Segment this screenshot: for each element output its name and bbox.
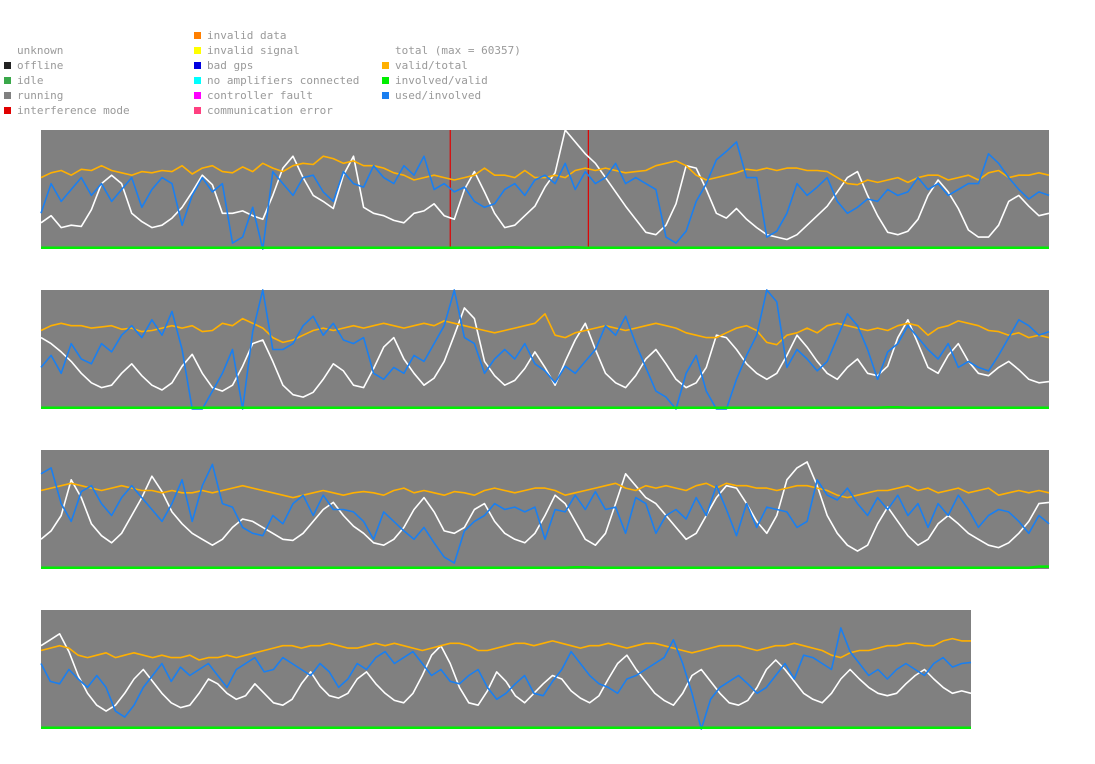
legend-label: running: [17, 89, 64, 102]
panel-background: [41, 610, 971, 729]
series-valid-total: [40, 637, 971, 661]
no-amplifiers-swatch: [194, 77, 201, 84]
chart-panel-3: [40, 450, 1050, 570]
series-valid-total: [40, 482, 1050, 499]
legend-label: bad gps: [207, 59, 254, 72]
series-used-involved: [40, 289, 1050, 410]
legend-label: communication error: [207, 104, 333, 117]
controller-fault-swatch: [194, 92, 201, 99]
offline-swatch: [4, 62, 11, 69]
involved-valid-swatch: [382, 77, 389, 84]
panel-background: [41, 450, 1049, 569]
legend-label: controller fault: [207, 89, 313, 102]
used-involved-swatch: [382, 92, 389, 99]
series-total-max-60357: [40, 632, 972, 712]
series-total-max-60357: [40, 129, 1050, 241]
bad-gps-swatch: [194, 62, 201, 69]
chart-panel-1: [40, 129, 1050, 250]
series-used-involved: [40, 627, 972, 730]
series-involved-valid: [41, 405, 1049, 410]
series-involved-valid: [41, 245, 1049, 250]
series-used-involved: [40, 141, 1050, 250]
series-total-max-60357: [40, 461, 1050, 552]
chart-panel-4: [40, 610, 972, 730]
chart-panel-2: [40, 289, 1050, 410]
invalid-signal-swatch: [194, 47, 201, 54]
legend-label: invalid signal: [207, 44, 300, 57]
series-total-max-60357: [40, 307, 1050, 398]
legend-label: involved/valid: [395, 74, 488, 87]
panel-background: [41, 290, 1049, 409]
legend-label: invalid data: [207, 29, 287, 42]
legend-label: unknown: [17, 44, 64, 57]
legend-label: total (max = 60357): [395, 44, 521, 57]
series-involved-valid: [41, 565, 1049, 570]
series-valid-total: [40, 155, 1050, 186]
idle-swatch: [4, 77, 11, 84]
legend-label: offline: [17, 59, 64, 72]
legend-label: used/involved: [395, 89, 482, 102]
communication-error-swatch: [194, 107, 201, 114]
invalid-data-swatch: [194, 32, 201, 39]
interference-mode-swatch: [4, 107, 11, 114]
legend-label: no amplifiers connected: [207, 74, 360, 87]
legend-label: interference mode: [17, 104, 130, 117]
series-valid-total: [40, 312, 1050, 346]
legend-label: valid/total: [395, 59, 468, 72]
series-used-involved: [40, 463, 1050, 564]
running-swatch: [4, 92, 11, 99]
legend-label: idle: [17, 74, 44, 87]
panel-background: [41, 130, 1049, 249]
valid-total-swatch: [382, 62, 389, 69]
